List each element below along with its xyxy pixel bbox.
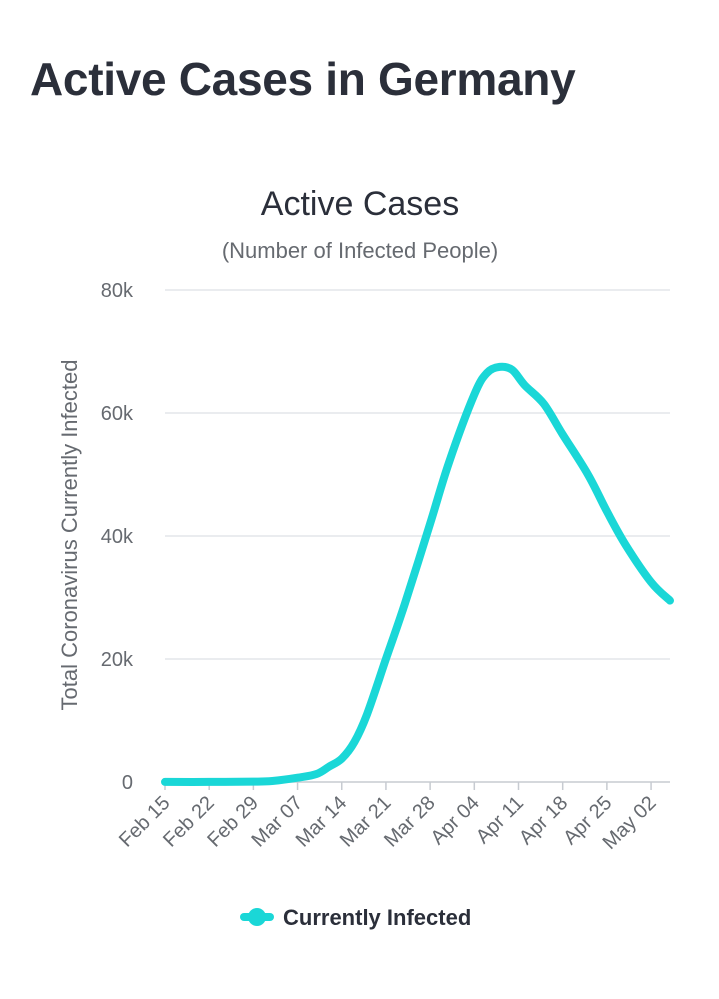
legend-swatch-marker	[248, 908, 266, 926]
chart-subtitle: (Number of Infected People)	[222, 238, 498, 263]
y-tick-label: 40k	[101, 526, 134, 548]
legend-label: Currently Infected	[283, 905, 471, 930]
x-tick-label: Mar 28	[380, 792, 440, 852]
series-group	[161, 362, 674, 786]
x-tick-label: Apr 11	[472, 792, 528, 848]
x-tick-label: Apr 04	[427, 792, 484, 849]
y-tick-label: 20k	[101, 649, 134, 671]
page-title: Active Cases in Germany	[30, 53, 576, 105]
chart-title: Active Cases	[261, 185, 459, 223]
x-tick-label: Apr 18	[515, 792, 572, 849]
y-tick-label: 80k	[101, 280, 134, 302]
legend[interactable]: Currently Infected	[240, 905, 471, 930]
grid-lines	[165, 289, 670, 783]
y-tick-label: 60k	[101, 403, 134, 425]
series-line-currently-infected[interactable]	[161, 362, 674, 786]
y-tick-label: 0	[122, 772, 133, 794]
y-axis-ticks: 0 20k 40k 60k 80k	[101, 280, 134, 794]
y-axis-label: Total Coronavirus Currently Infected	[57, 360, 82, 711]
